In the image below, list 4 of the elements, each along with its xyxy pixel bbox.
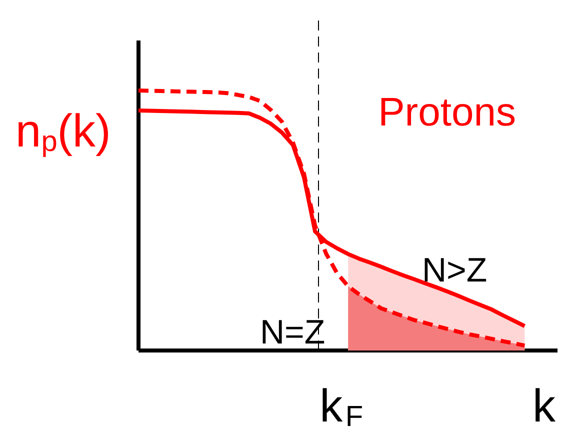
annotation: Protons <box>378 90 516 134</box>
annotation: N>Z <box>422 252 488 290</box>
annotation: N=Z <box>260 314 326 352</box>
x-axis-title: k <box>532 380 556 432</box>
